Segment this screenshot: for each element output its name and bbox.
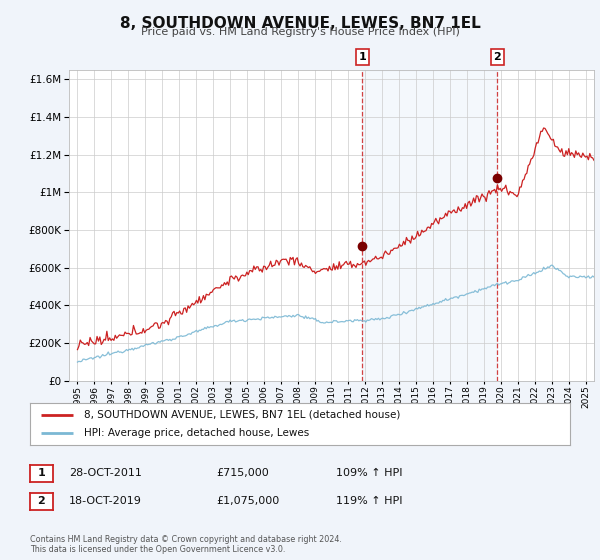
Text: 109% ↑ HPI: 109% ↑ HPI [336,468,403,478]
Text: 1: 1 [358,52,366,62]
Text: £715,000: £715,000 [216,468,269,478]
Text: 18-OCT-2019: 18-OCT-2019 [69,496,142,506]
Text: 2: 2 [38,496,45,506]
Text: 1: 1 [38,468,45,478]
Text: Contains HM Land Registry data © Crown copyright and database right 2024.: Contains HM Land Registry data © Crown c… [30,535,342,544]
Text: 2: 2 [494,52,502,62]
Text: HPI: Average price, detached house, Lewes: HPI: Average price, detached house, Lewe… [84,428,309,438]
Text: 8, SOUTHDOWN AVENUE, LEWES, BN7 1EL (detached house): 8, SOUTHDOWN AVENUE, LEWES, BN7 1EL (det… [84,410,400,420]
Text: 119% ↑ HPI: 119% ↑ HPI [336,496,403,506]
Text: £1,075,000: £1,075,000 [216,496,279,506]
Text: 28-OCT-2011: 28-OCT-2011 [69,468,142,478]
Text: 8, SOUTHDOWN AVENUE, LEWES, BN7 1EL: 8, SOUTHDOWN AVENUE, LEWES, BN7 1EL [119,16,481,31]
Text: Price paid vs. HM Land Registry's House Price Index (HPI): Price paid vs. HM Land Registry's House … [140,27,460,37]
Text: This data is licensed under the Open Government Licence v3.0.: This data is licensed under the Open Gov… [30,545,286,554]
Bar [362,70,497,381]
